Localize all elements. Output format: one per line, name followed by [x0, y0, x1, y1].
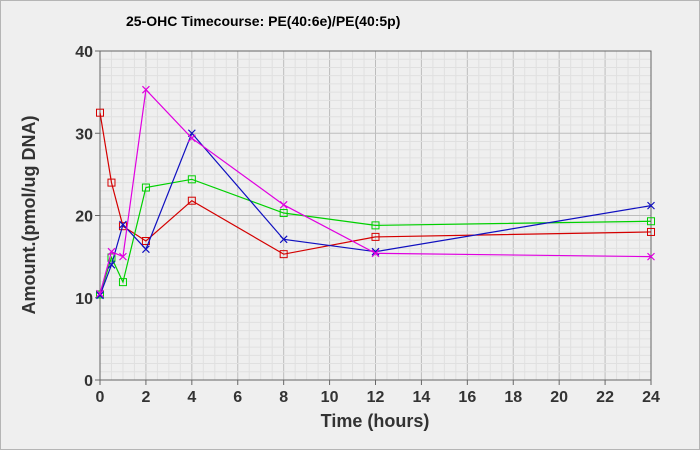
series-3-point — [371, 247, 380, 256]
series-3-point — [141, 245, 150, 254]
series-4 — [96, 85, 655, 298]
x-tick-label: 22 — [596, 389, 614, 406]
series-4-point — [187, 134, 196, 143]
series-4-point — [647, 252, 655, 261]
grid — [99, 50, 652, 381]
series-4-point — [371, 249, 380, 258]
series-1-point — [279, 250, 288, 259]
series-layer — [96, 85, 655, 300]
x-axis-label: Time (hours) — [321, 411, 430, 431]
series-1-point — [107, 178, 116, 187]
series-2-line — [99, 178, 652, 295]
series-3-point — [279, 235, 288, 244]
series-2-point — [141, 183, 150, 192]
y-tick-label: 0 — [84, 373, 93, 390]
series-4-point — [119, 252, 127, 261]
series-2-point — [371, 221, 380, 230]
series-3-point — [107, 260, 116, 269]
series-4-line — [99, 88, 652, 294]
y-tick-label: 20 — [75, 209, 93, 226]
x-tick-label: 16 — [458, 389, 476, 406]
series-1-point — [647, 227, 655, 236]
series-1-point — [187, 196, 196, 205]
series-2-point — [118, 278, 127, 287]
series-4-point — [107, 247, 116, 256]
series-1-point — [118, 222, 127, 231]
series-3-point — [119, 220, 127, 229]
y-tick-label: 40 — [75, 44, 93, 61]
series-3-line — [99, 132, 652, 296]
series-4-point — [96, 289, 104, 298]
series-2-point — [187, 175, 196, 184]
y-tick-label: 30 — [75, 126, 93, 143]
series-2-point — [96, 290, 104, 299]
series-1-point — [371, 232, 380, 241]
x-tick-label: 4 — [187, 389, 196, 406]
series-1 — [96, 108, 655, 259]
series-3 — [96, 129, 655, 300]
x-tick-label: 8 — [279, 389, 288, 406]
x-tick-label: 6 — [233, 389, 242, 406]
series-4-point — [141, 85, 150, 94]
series-2-point — [647, 217, 655, 226]
series-1-line — [99, 112, 652, 255]
series-3-point — [647, 201, 655, 210]
x-tick-label: 12 — [367, 389, 385, 406]
x-tick-label: 2 — [141, 389, 150, 406]
x-tick-label: 24 — [642, 389, 660, 406]
series-1-point — [96, 108, 104, 117]
series-4-point — [279, 200, 288, 209]
x-tick-label: 10 — [321, 389, 339, 406]
y-tick-label: 10 — [75, 291, 93, 308]
series-2 — [96, 175, 655, 299]
chart-title: 25-OHC Timecourse: PE(40:6e)/PE(40:5p) — [126, 13, 400, 29]
x-tick-label: 18 — [504, 389, 522, 406]
series-2-point — [279, 209, 288, 218]
x-tick-label: 0 — [96, 389, 105, 406]
x-tick-label: 14 — [413, 389, 431, 406]
x-tick-label: 20 — [550, 389, 568, 406]
series-3-point — [96, 291, 104, 300]
y-axis-label: Amount.(pmol/ug DNA) — [19, 116, 39, 315]
